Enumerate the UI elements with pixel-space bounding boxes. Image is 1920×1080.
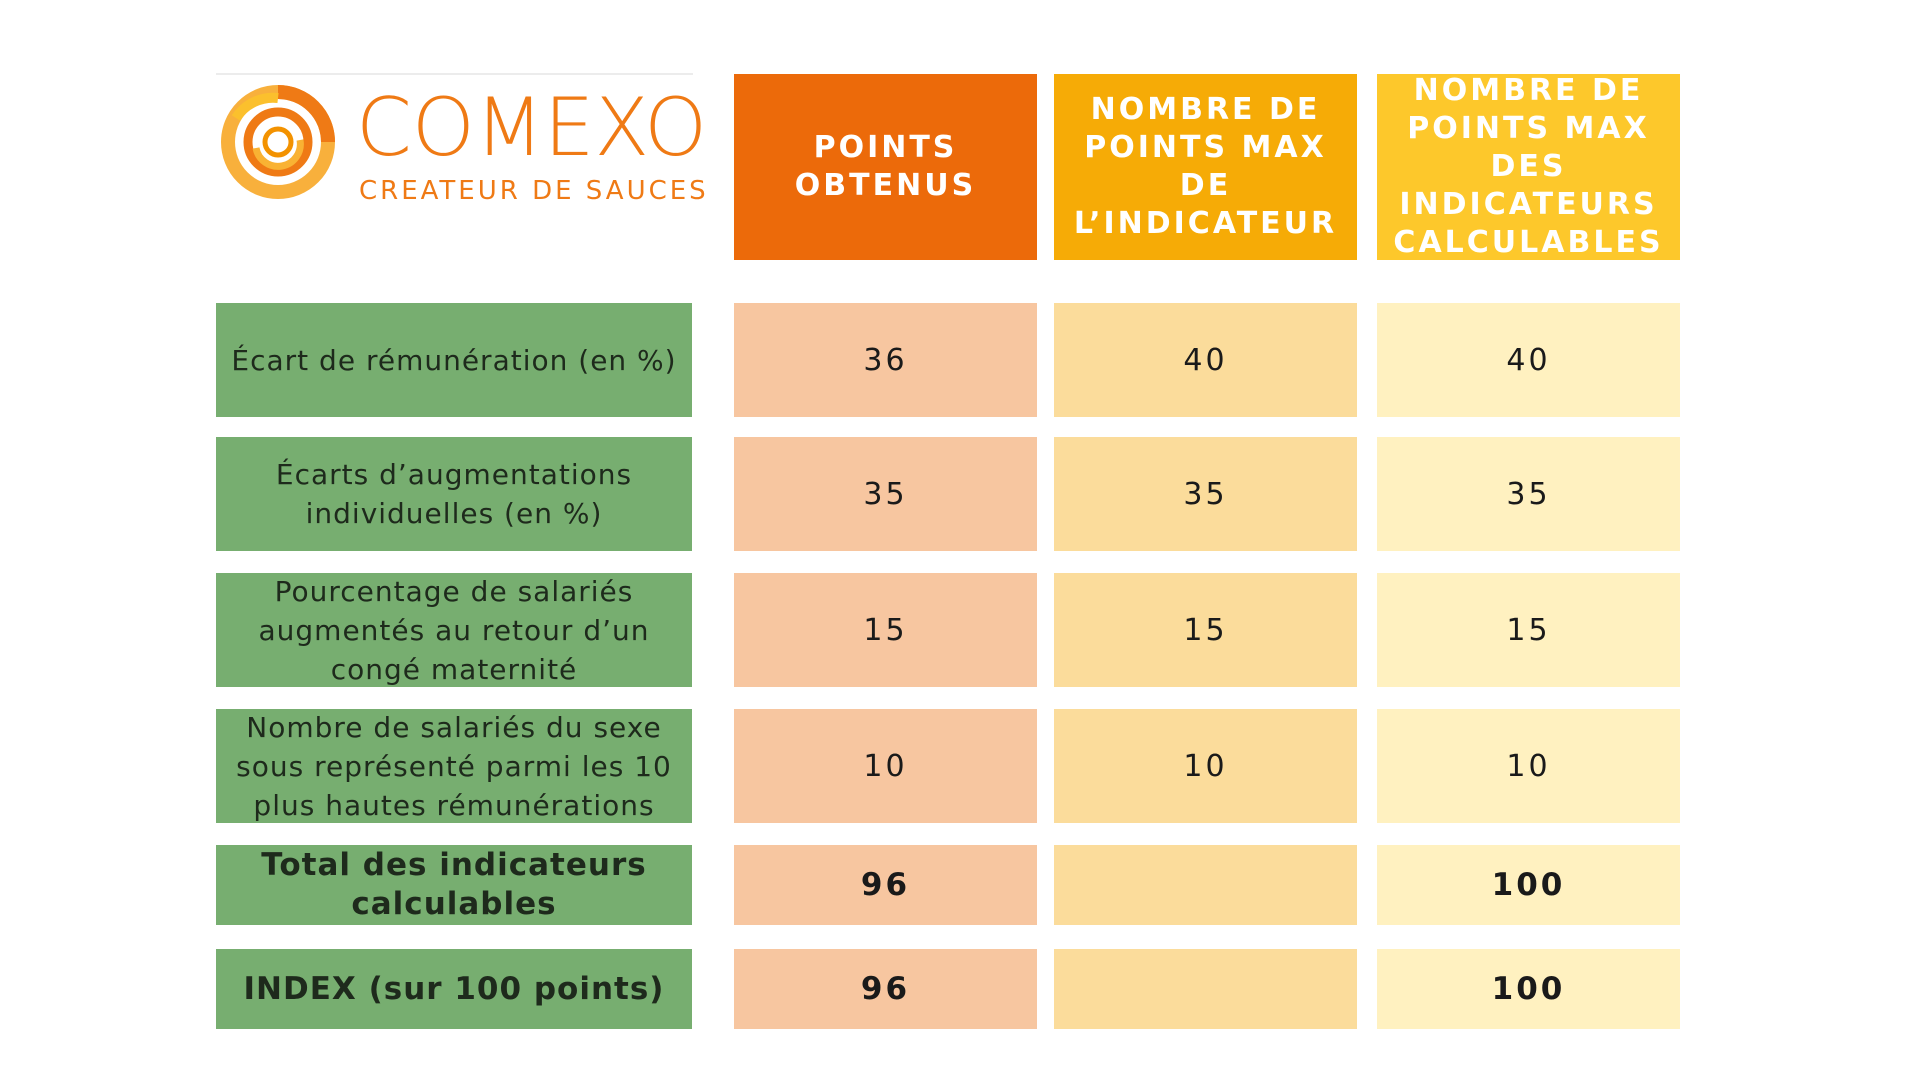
company-logo: COMEXO CREATEUR DE SAUCES [216, 78, 707, 208]
row-label-ecarts-augmentations: Écarts d’augmentations individuelles (en… [216, 437, 692, 551]
cell-max-indicator: 35 [1054, 437, 1357, 551]
cell-max-indicator: 10 [1054, 709, 1357, 823]
cell-max-calculable-total: 100 [1377, 845, 1680, 925]
cell-obtained-index: 96 [734, 949, 1037, 1029]
cell-obtained: 36 [734, 303, 1037, 417]
cell-max-indicator-index [1054, 949, 1357, 1029]
header-points-max-indicateur: NOMBRE DE POINTS MAX DE L’INDICATEUR [1054, 74, 1357, 260]
cell-obtained: 35 [734, 437, 1037, 551]
cell-max-calculable: 15 [1377, 573, 1680, 687]
logo-divider [216, 73, 693, 75]
cell-max-calculable-index: 100 [1377, 949, 1680, 1029]
header-points-obtenus: POINTS OBTENUS [734, 74, 1037, 260]
cell-max-calculable: 40 [1377, 303, 1680, 417]
row-label-index: INDEX (sur 100 points) [216, 949, 692, 1029]
swirl-logo-icon [221, 85, 335, 199]
cell-max-calculable: 10 [1377, 709, 1680, 823]
row-label-conge-maternite: Pourcentage de salariés augmentés au ret… [216, 573, 692, 687]
row-label-ecart-remuneration: Écart de rémunération (en %) [216, 303, 692, 417]
header-points-max-calculables: NOMBRE DE POINTS MAX DES INDICATEURS CAL… [1377, 73, 1680, 260]
cell-obtained-total: 96 [734, 845, 1037, 925]
logo-wordmark: COMEXO [356, 81, 708, 174]
cell-obtained: 10 [734, 709, 1037, 823]
logo-tagline: CREATEUR DE SAUCES [359, 176, 709, 206]
cell-max-indicator-total [1054, 845, 1357, 925]
cell-obtained: 15 [734, 573, 1037, 687]
cell-max-indicator: 40 [1054, 303, 1357, 417]
row-label-total: Total des indicateurs calculables [216, 845, 692, 925]
row-label-hautes-remunerations: Nombre de salariés du sexe sous représen… [216, 709, 692, 823]
cell-max-calculable: 35 [1377, 437, 1680, 551]
cell-max-indicator: 15 [1054, 573, 1357, 687]
